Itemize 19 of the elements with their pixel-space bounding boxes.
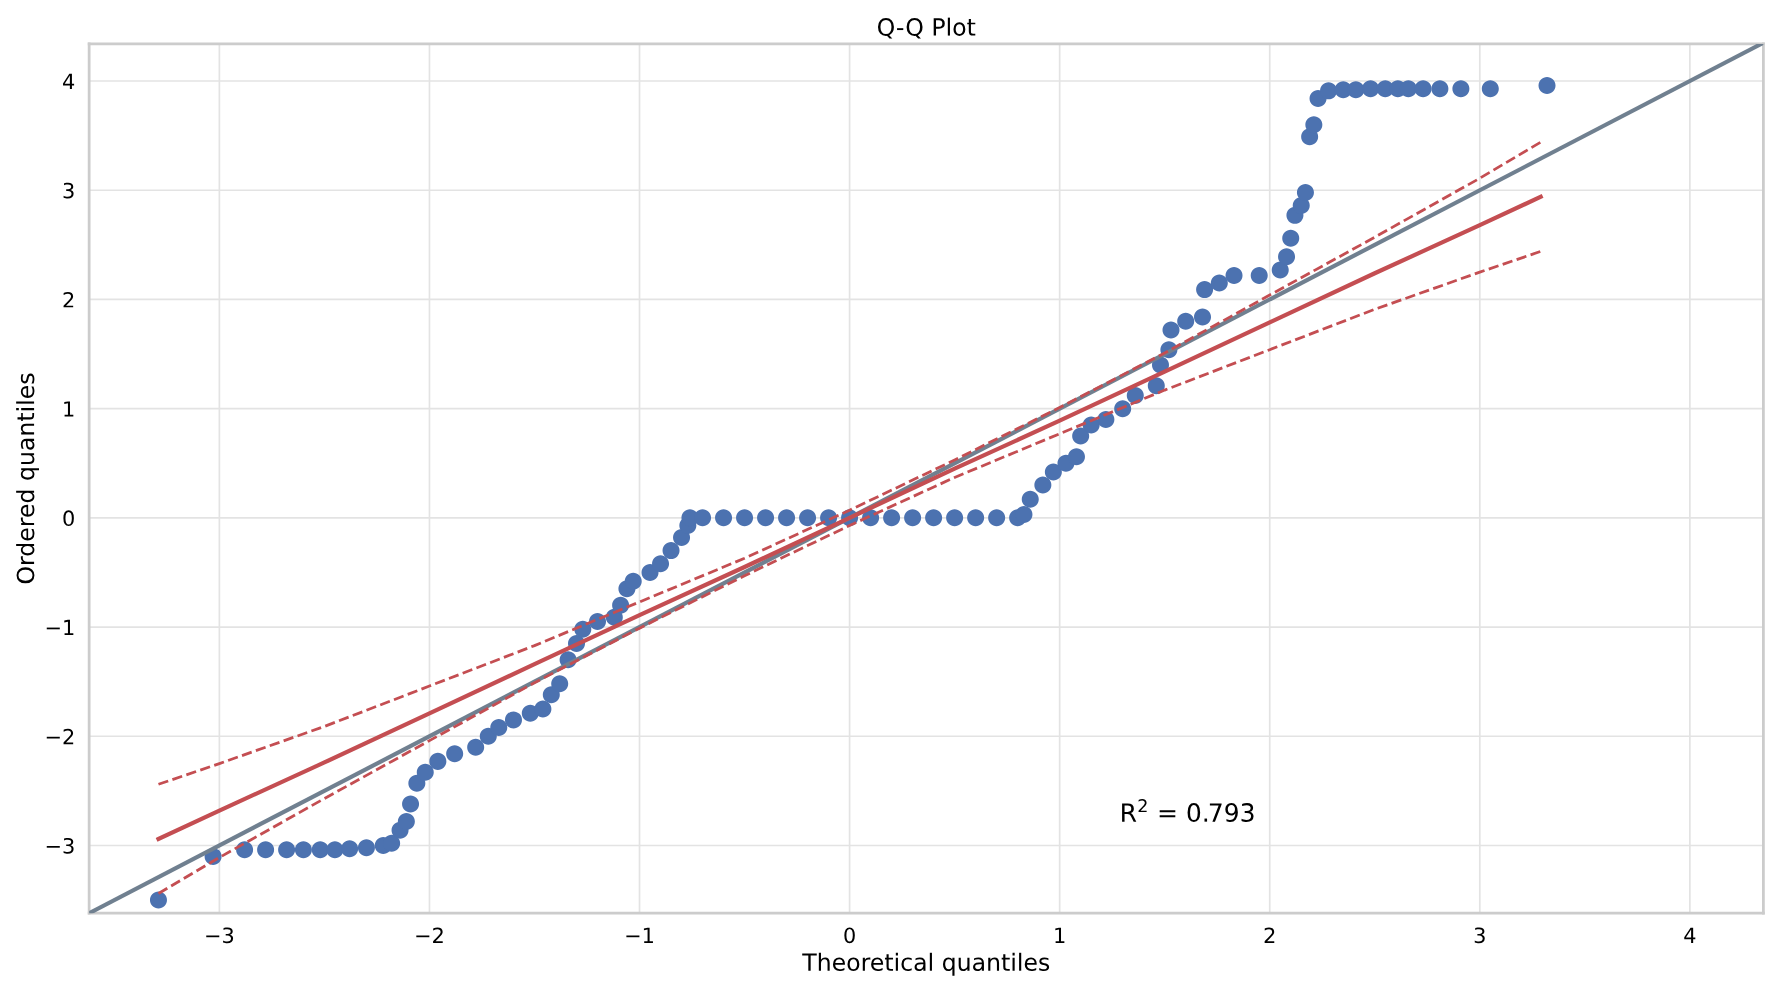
y-tick-label: −1 xyxy=(46,619,74,635)
y-tick-label: 1 xyxy=(64,401,74,417)
y-tick-label: −2 xyxy=(46,728,74,745)
x-tick-label: 2 xyxy=(1264,927,1275,943)
x-tick-label: 1 xyxy=(1055,927,1065,943)
chart-title: Q-Q Plot xyxy=(877,17,976,39)
y-tick-label: 2 xyxy=(63,291,74,308)
x-tick-label: 3 xyxy=(1474,927,1485,944)
x-tick-label: 0 xyxy=(844,927,855,944)
y-tick-label: 0 xyxy=(63,510,74,527)
x-tick-label: −3 xyxy=(206,927,234,944)
y-tick-label: 4 xyxy=(63,73,75,89)
x-tick-label: −2 xyxy=(416,927,443,943)
x-tick-label: −1 xyxy=(626,927,653,943)
y-tick-label: 3 xyxy=(63,182,74,199)
y-tick-label: −3 xyxy=(46,837,74,854)
x-axis-title: Theoretical quantiles xyxy=(802,952,1050,976)
y-axis-title: Ordered quantiles xyxy=(16,373,39,584)
x-tick-label: 4 xyxy=(1684,927,1696,943)
